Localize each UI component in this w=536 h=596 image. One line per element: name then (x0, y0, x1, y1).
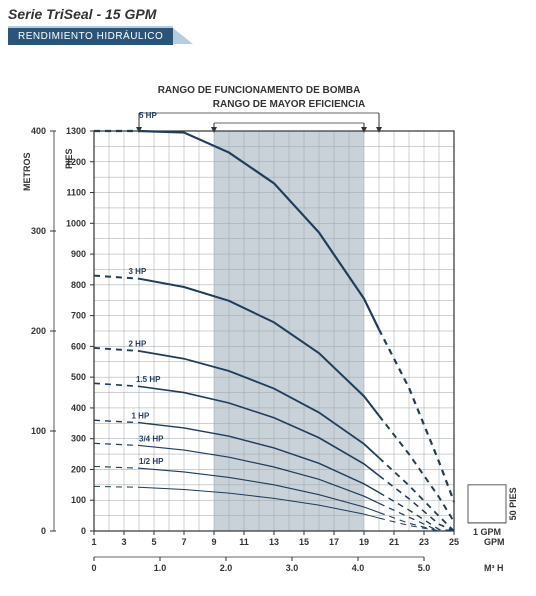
svg-text:5 HP: 5 HP (139, 111, 157, 120)
svg-text:300: 300 (71, 434, 86, 444)
svg-text:METROS: METROS (22, 152, 32, 191)
svg-text:1.5 HP: 1.5 HP (136, 375, 161, 384)
svg-text:3: 3 (121, 537, 126, 547)
svg-text:5: 5 (151, 537, 156, 547)
svg-text:1 HP: 1 HP (132, 411, 150, 420)
svg-text:700: 700 (71, 311, 86, 321)
svg-text:RANGO DE FUNCIONAMENTO DE BOMB: RANGO DE FUNCIONAMENTO DE BOMBA (158, 85, 361, 96)
svg-text:200: 200 (31, 326, 46, 336)
svg-text:0: 0 (91, 563, 96, 573)
svg-text:9: 9 (211, 537, 216, 547)
svg-text:4.0: 4.0 (352, 563, 365, 573)
svg-text:1100: 1100 (66, 188, 86, 198)
svg-text:1.0: 1.0 (154, 563, 167, 573)
svg-text:1300: 1300 (66, 126, 86, 136)
svg-text:2.0: 2.0 (220, 563, 233, 573)
svg-text:PIES: PIES (64, 148, 74, 169)
svg-text:1/2 HP: 1/2 HP (139, 457, 164, 466)
svg-text:25: 25 (449, 537, 459, 547)
svg-text:0: 0 (41, 526, 46, 536)
svg-text:1 GPM: 1 GPM (473, 527, 501, 537)
subtitle-badge: RENDIMIENTO HIDRÁULICO (8, 28, 173, 45)
svg-text:17: 17 (329, 537, 339, 547)
svg-text:1: 1 (91, 537, 96, 547)
svg-text:5.0: 5.0 (418, 563, 431, 573)
svg-text:1000: 1000 (66, 218, 86, 228)
svg-text:900: 900 (71, 249, 86, 259)
svg-text:200: 200 (71, 464, 86, 474)
svg-text:13: 13 (269, 537, 279, 547)
svg-text:15: 15 (299, 537, 309, 547)
pump-curve-chart: RANGO DE FUNCIONAMENTO DE BOMBA RANGO DE … (8, 51, 528, 581)
svg-text:400: 400 (31, 126, 46, 136)
svg-text:2 HP: 2 HP (129, 339, 147, 348)
svg-text:500: 500 (71, 372, 86, 382)
svg-text:300: 300 (31, 226, 46, 236)
svg-text:21: 21 (389, 537, 399, 547)
svg-text:19: 19 (359, 537, 369, 547)
subtitle-container: RENDIMIENTO HIDRÁULICO (8, 26, 173, 45)
svg-text:RANGO DE MAYOR EFICIENCIA: RANGO DE MAYOR EFICIENCIA (213, 99, 365, 110)
svg-text:100: 100 (31, 426, 46, 436)
svg-text:800: 800 (71, 280, 86, 290)
svg-text:7: 7 (181, 537, 186, 547)
page: Serie TriSeal - 15 GPM RENDIMIENTO HIDRÁ… (0, 0, 536, 596)
svg-text:11: 11 (239, 537, 249, 547)
svg-text:23: 23 (419, 537, 429, 547)
svg-text:0: 0 (81, 526, 86, 536)
page-title: Serie TriSeal - 15 GPM (8, 6, 528, 22)
svg-text:3/4 HP: 3/4 HP (139, 434, 164, 443)
svg-text:600: 600 (71, 341, 86, 351)
svg-text:M³ H: M³ H (484, 563, 504, 573)
svg-text:3.0: 3.0 (286, 563, 299, 573)
svg-text:400: 400 (71, 403, 86, 413)
svg-text:3 HP: 3 HP (129, 267, 147, 276)
chart-svg: RANGO DE FUNCIONAMENTO DE BOMBA RANGO DE … (8, 51, 528, 581)
svg-text:GPM: GPM (484, 537, 505, 547)
svg-text:100: 100 (71, 495, 86, 505)
svg-text:50 PIES: 50 PIES (508, 487, 518, 520)
